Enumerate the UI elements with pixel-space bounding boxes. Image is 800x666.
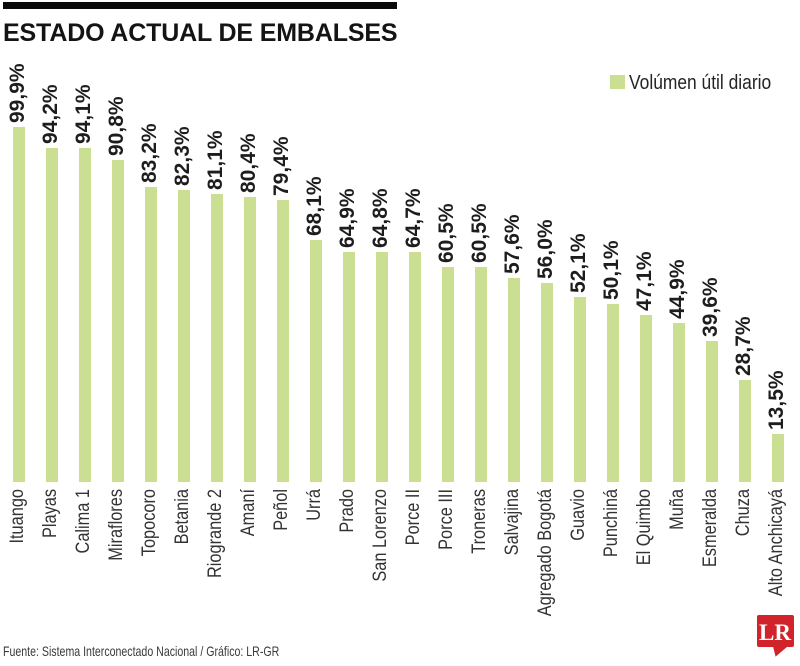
svg-text:LR: LR xyxy=(759,620,791,645)
